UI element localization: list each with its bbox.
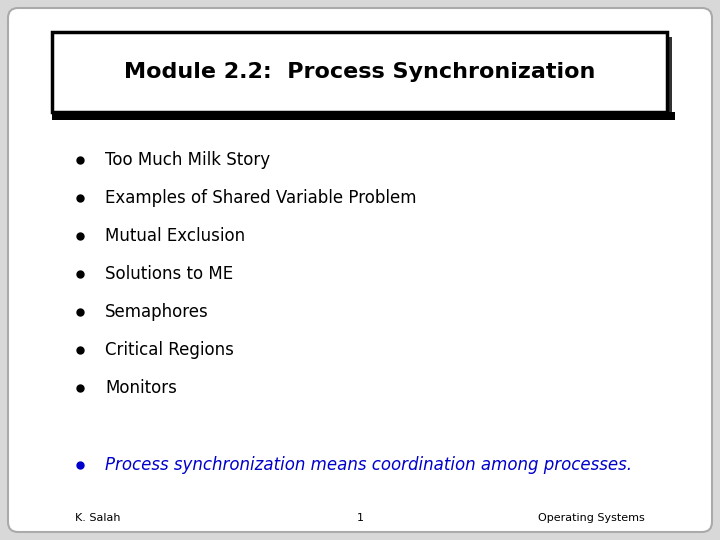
Text: K. Salah: K. Salah [75, 513, 120, 523]
Text: Monitors: Monitors [105, 379, 177, 397]
Text: Critical Regions: Critical Regions [105, 341, 234, 359]
Text: Too Much Milk Story: Too Much Milk Story [105, 151, 270, 169]
FancyBboxPatch shape [8, 8, 712, 532]
Text: Process synchronization means coordination among processes.: Process synchronization means coordinati… [105, 456, 632, 474]
Bar [52, 32, 667, 112]
Text: Module 2.2:  Process Synchronization: Module 2.2: Process Synchronization [125, 62, 595, 82]
Text: Semaphores: Semaphores [105, 303, 209, 321]
Bar [52, 112, 675, 120]
Text: Operating Systems: Operating Systems [539, 513, 645, 523]
Text: Mutual Exclusion: Mutual Exclusion [105, 227, 245, 245]
Text: 1: 1 [356, 513, 364, 523]
Text: Examples of Shared Variable Problem: Examples of Shared Variable Problem [105, 189, 416, 207]
Bar [57, 37, 672, 117]
Text: Solutions to ME: Solutions to ME [105, 265, 233, 283]
